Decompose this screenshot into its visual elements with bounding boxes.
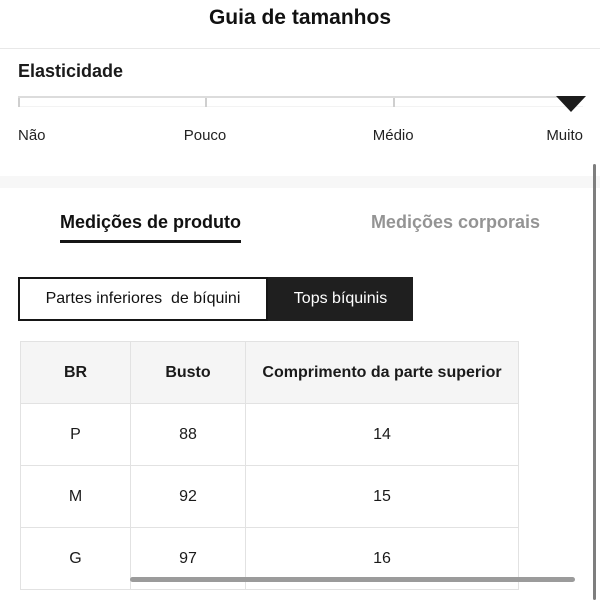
table-row: G 97 16 — [20, 527, 519, 590]
toggle-bikini-bottoms-button[interactable]: Partes inferiores de bíquini — [18, 277, 268, 321]
scale-label-medio: Médio — [372, 127, 414, 144]
cell-length: 14 — [245, 403, 519, 466]
section-divider — [0, 176, 600, 188]
table-row: P 88 14 — [20, 403, 519, 466]
scale-tick — [205, 98, 207, 107]
horizontal-scrollbar[interactable] — [130, 577, 575, 582]
elasticity-scale-labels: Não Pouco Médio Muito — [18, 127, 583, 147]
scale-label-nao: Não — [18, 127, 46, 144]
cell-size: G — [20, 527, 131, 590]
tab-body-measurements[interactable]: Medições corporais — [370, 212, 540, 232]
cell-bust: 88 — [130, 403, 246, 466]
cell-size: P — [20, 403, 131, 466]
column-header-br: BR — [20, 341, 131, 404]
page-title: Guia de tamanhos — [208, 6, 392, 29]
vertical-scrollbar[interactable] — [593, 164, 596, 600]
scale-tick — [393, 98, 396, 107]
measurement-tabs: Medições de produto Medições corporais — [0, 212, 600, 243]
column-header-busto: Busto — [130, 341, 246, 404]
toggle-bikini-tops-button[interactable]: Tops bíquinis — [268, 277, 413, 321]
triangle-down-icon — [556, 96, 586, 112]
cell-bust: 92 — [130, 465, 246, 528]
table-row: M 92 15 — [20, 465, 519, 528]
cell-length: 15 — [245, 465, 519, 528]
size-table: BR Busto Comprimento da parte superior P… — [20, 341, 519, 590]
table-header-row: BR Busto Comprimento da parte superior — [20, 341, 519, 404]
header-divider — [0, 48, 600, 49]
elasticity-heading: Elasticidade — [18, 61, 124, 81]
scale-tick — [18, 98, 20, 107]
scale-label-muito: Muito — [546, 127, 583, 144]
tab-product-measurements[interactable]: Medições de produto — [60, 212, 242, 243]
category-toggle-group: Partes inferiores de bíquini Tops bíquin… — [18, 277, 413, 321]
column-header-comprimento: Comprimento da parte superior — [245, 341, 519, 404]
scale-label-pouco: Pouco — [183, 127, 227, 144]
elasticity-scale — [18, 96, 586, 112]
cell-size: M — [20, 465, 131, 528]
